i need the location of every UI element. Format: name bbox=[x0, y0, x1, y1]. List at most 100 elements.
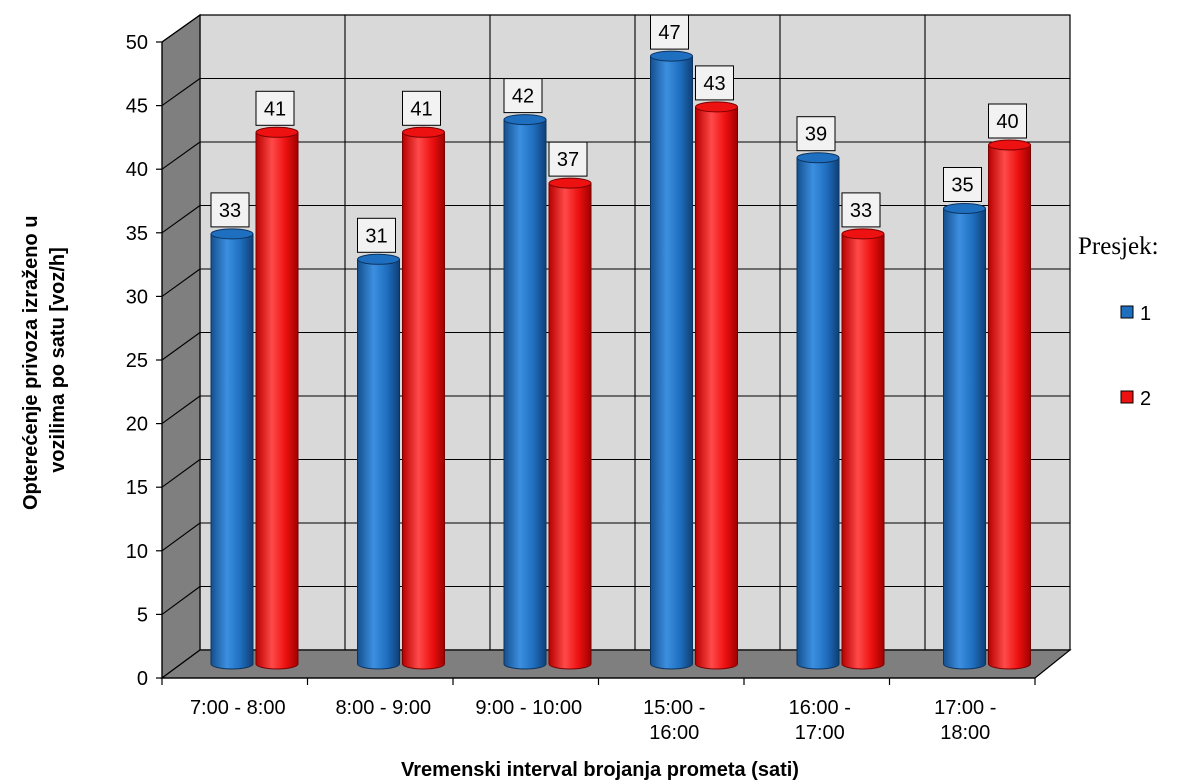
legend: Presjek: 1 2 bbox=[1078, 233, 1159, 410]
bar-top bbox=[357, 253, 400, 265]
data-label-s2-3: 37 bbox=[548, 141, 588, 177]
data-label-box bbox=[943, 167, 982, 202]
data-labels: 33 41 31 41 42 37 47 43 39 33 35 40 bbox=[210, 14, 1027, 253]
y-axis-title-line2: vozilima po satu [voz/h] bbox=[47, 247, 69, 473]
bar-s2-3 bbox=[548, 177, 592, 670]
bar-s2-1 bbox=[255, 126, 299, 670]
bar-s2-2 bbox=[402, 126, 445, 670]
gridline-side bbox=[161, 141, 201, 170]
data-label-box bbox=[796, 116, 836, 152]
bar-body bbox=[988, 144, 1031, 670]
x-tick-label: 8:00 - 9:00 bbox=[335, 697, 431, 719]
bar-body bbox=[255, 131, 299, 670]
bar-body bbox=[402, 131, 445, 670]
gridlines bbox=[161, 14, 1070, 650]
legend-swatch-2 bbox=[1120, 390, 1134, 404]
y-axis-title-line1: Opterećenje privoza izraženo u bbox=[20, 216, 42, 511]
bar-top bbox=[943, 203, 986, 214]
data-label-box bbox=[650, 14, 689, 50]
x-tick-labels: 7:00 - 8:00 8:00 - 9:00 9:00 - 10:00 15:00 … bbox=[190, 697, 996, 744]
data-label-text: 41 bbox=[264, 98, 286, 120]
data-label-s1-5: 39 bbox=[796, 116, 836, 152]
bar-s1-3 bbox=[503, 114, 547, 670]
data-label-s2-1: 41 bbox=[255, 90, 295, 126]
bar-body bbox=[841, 233, 885, 670]
data-label-text: 43 bbox=[703, 73, 725, 95]
legend-title: Presjek: bbox=[1078, 233, 1159, 260]
data-label-s1-2: 31 bbox=[357, 217, 396, 253]
bar-body bbox=[943, 208, 986, 670]
data-label-s2-4: 43 bbox=[695, 65, 734, 101]
x-tick-label-line: 8:00 - 9:00 bbox=[335, 697, 431, 719]
data-label-s1-3: 42 bbox=[503, 78, 543, 114]
data-label-box bbox=[357, 217, 396, 253]
x-tick-label: 7:00 - 8:00 bbox=[190, 697, 286, 719]
gridline-side bbox=[161, 522, 201, 552]
y-tick-label: 40 bbox=[126, 159, 148, 181]
y-axis-title: Opterećenje privoza izraženo u vozilima … bbox=[20, 210, 69, 510]
data-label-s1-4: 47 bbox=[650, 14, 689, 50]
bar-s1-6 bbox=[943, 203, 986, 670]
bar-body bbox=[796, 157, 840, 670]
bar-top bbox=[210, 228, 254, 240]
bar-top bbox=[796, 152, 840, 164]
y-tick-labels: 0 5 10 15 20 25 30 35 40 45 50 bbox=[126, 32, 148, 690]
data-label-text: 33 bbox=[219, 200, 241, 222]
bars bbox=[210, 50, 1031, 670]
bar-body bbox=[650, 55, 693, 670]
y-tick-label: 20 bbox=[126, 414, 148, 436]
y-tick-label: 15 bbox=[126, 477, 148, 499]
bar-top bbox=[650, 50, 693, 62]
x-tick-label: 9:00 - 10:00 bbox=[475, 697, 582, 719]
gridline-side bbox=[161, 78, 201, 107]
data-label-box bbox=[695, 65, 734, 101]
data-label-text: 47 bbox=[658, 22, 680, 44]
bar-s1-1 bbox=[210, 228, 254, 670]
legend-label-2: 2 bbox=[1140, 388, 1151, 410]
gridline-side bbox=[161, 459, 201, 488]
y-tick-label: 45 bbox=[126, 96, 148, 118]
data-label-box bbox=[988, 103, 1027, 139]
x-tick-label-line: 16:00 - bbox=[789, 697, 851, 719]
x-tick-label-line: 17:00 bbox=[795, 722, 845, 744]
gridline-side bbox=[161, 268, 201, 297]
bar-s2-4 bbox=[695, 101, 738, 670]
bar-s1-5 bbox=[796, 152, 840, 670]
gridline-side bbox=[161, 332, 201, 361]
data-label-s2-6: 40 bbox=[988, 103, 1027, 139]
y-tick-label: 50 bbox=[126, 32, 148, 54]
x-tick-label: 15:00 - 16:00 bbox=[643, 697, 705, 744]
legend-swatch-1 bbox=[1120, 305, 1134, 319]
gridline-side bbox=[161, 586, 201, 615]
data-label-text: 31 bbox=[365, 225, 387, 247]
x-tick-label: 16:00 - 17:00 bbox=[789, 697, 851, 744]
bar-s1-4 bbox=[650, 50, 693, 670]
bar-body bbox=[210, 233, 254, 670]
y-tick-label: 35 bbox=[126, 223, 148, 245]
data-label-text: 41 bbox=[410, 98, 432, 120]
gridline-side bbox=[161, 14, 201, 43]
data-label-s2-2: 41 bbox=[402, 90, 441, 126]
x-tick-label-line: 16:00 bbox=[649, 722, 699, 744]
y-tick-label: 5 bbox=[137, 604, 148, 626]
x-tick-label: 17:00 - 18:00 bbox=[934, 697, 996, 744]
data-label-text: 40 bbox=[996, 111, 1018, 133]
y-tick-label: 10 bbox=[126, 541, 148, 563]
bar-top bbox=[402, 126, 445, 138]
bar-s2-6 bbox=[988, 139, 1031, 670]
x-tick-label-line: 17:00 - bbox=[934, 697, 996, 719]
data-label-box bbox=[255, 90, 295, 126]
bar-top bbox=[841, 228, 885, 240]
data-label-box bbox=[210, 192, 250, 228]
bar-top bbox=[255, 126, 299, 138]
data-label-text: 33 bbox=[850, 200, 872, 222]
axes bbox=[156, 41, 1036, 685]
data-label-s1-6: 35 bbox=[943, 167, 982, 202]
bar-top bbox=[503, 114, 547, 126]
data-label-box bbox=[548, 141, 588, 177]
bar-s2-5 bbox=[841, 228, 885, 670]
x-tick-label-line: 9:00 - 10:00 bbox=[475, 697, 582, 719]
legend-label-1: 1 bbox=[1140, 303, 1151, 325]
bar-body bbox=[695, 106, 738, 670]
